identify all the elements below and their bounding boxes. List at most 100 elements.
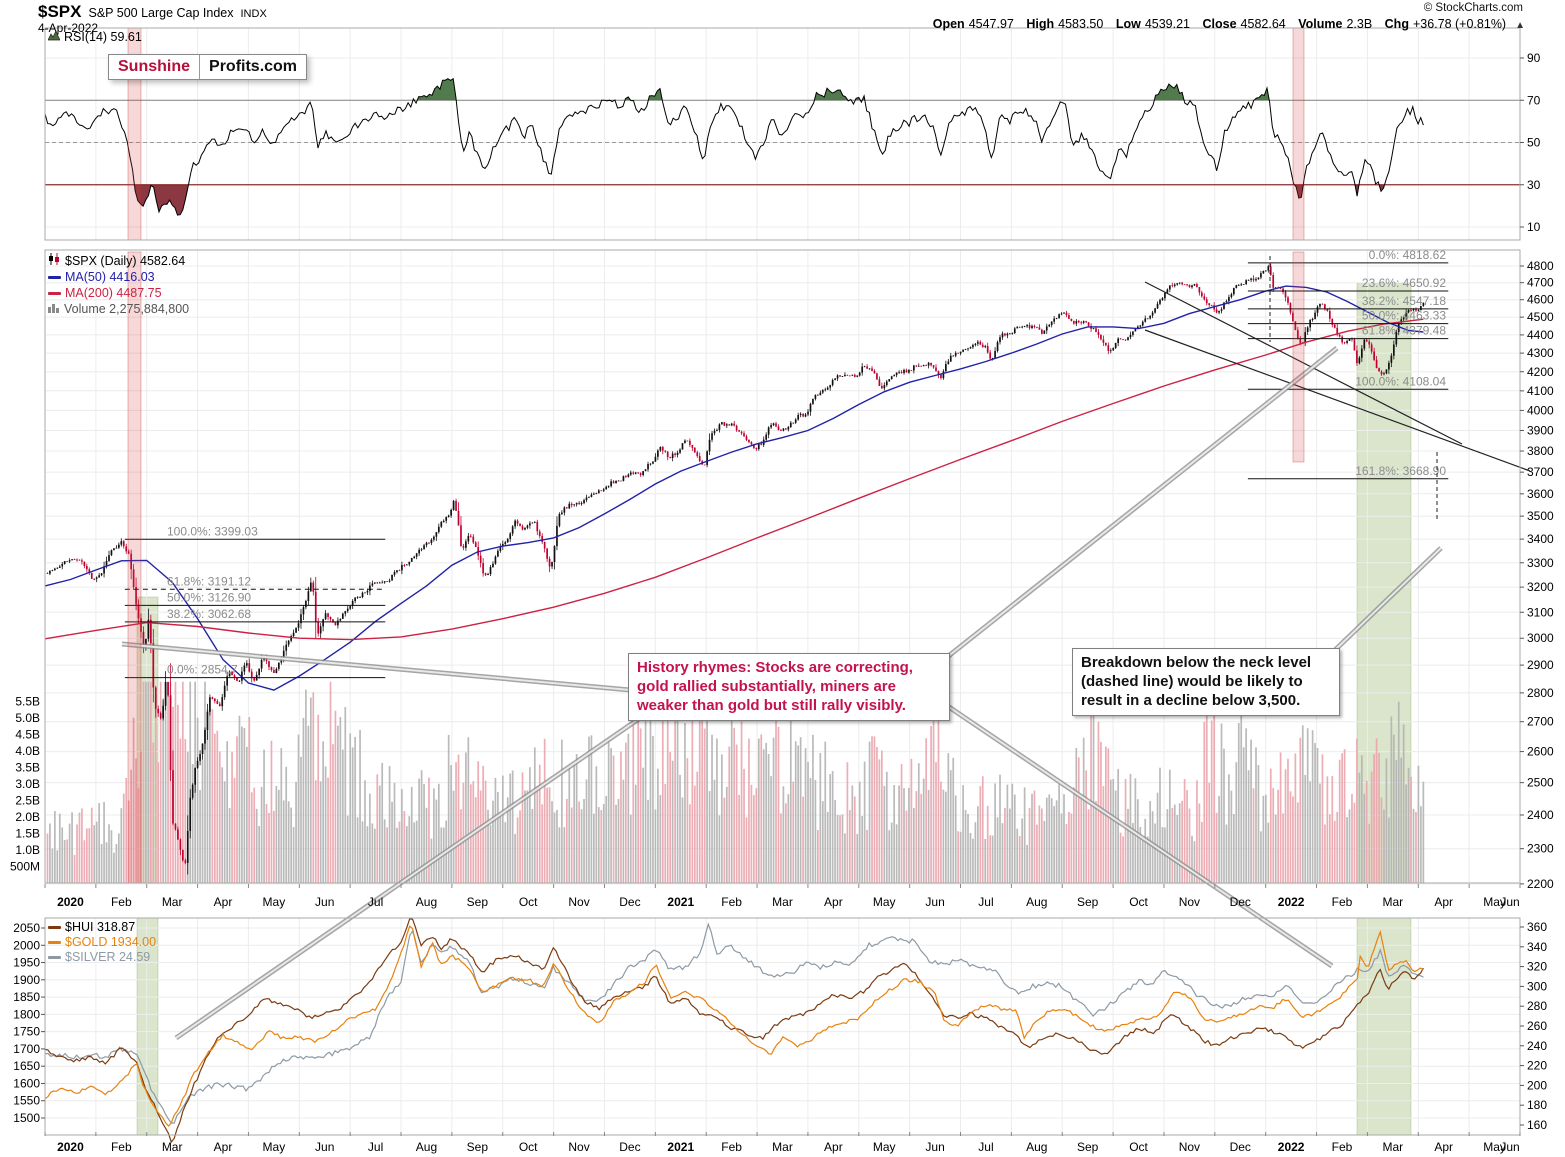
- svg-text:4700: 4700: [1527, 276, 1554, 290]
- svg-text:Jul: Jul: [368, 1140, 383, 1154]
- svg-text:Feb: Feb: [111, 1140, 132, 1154]
- svg-text:4.5B: 4.5B: [15, 728, 40, 742]
- ticker-symbol: $SPX: [38, 2, 82, 21]
- svg-text:10: 10: [1527, 220, 1541, 234]
- quote-line: Open 4547.97 High 4583.50 Low 4539.21 Close…: [933, 17, 1525, 31]
- breakdown-annotation: Breakdown below the neck level (dashed l…: [1072, 648, 1340, 716]
- svg-text:4500: 4500: [1527, 310, 1554, 324]
- svg-text:1550: 1550: [13, 1094, 40, 1108]
- svg-text:0.0%: 4818.62: 0.0%: 4818.62: [1369, 248, 1447, 262]
- svg-text:3600: 3600: [1527, 487, 1554, 501]
- svg-text:Mar: Mar: [772, 895, 793, 909]
- svg-text:3100: 3100: [1527, 605, 1554, 619]
- svg-text:50.0%: 3126.90: 50.0%: 3126.90: [167, 590, 251, 604]
- svg-text:2021: 2021: [667, 1140, 694, 1154]
- svg-text:2600: 2600: [1527, 745, 1554, 759]
- svg-text:Nov: Nov: [1179, 895, 1200, 909]
- svg-text:240: 240: [1527, 1039, 1547, 1053]
- svg-text:Dec: Dec: [1230, 1140, 1251, 1154]
- svg-text:2400: 2400: [1527, 808, 1554, 822]
- high-label: High: [1026, 17, 1055, 31]
- svg-text:2800: 2800: [1527, 686, 1554, 700]
- svg-text:Aug: Aug: [1026, 1140, 1047, 1154]
- svg-text:Feb: Feb: [721, 1140, 742, 1154]
- svg-text:2200: 2200: [1527, 877, 1554, 891]
- svg-text:Jul: Jul: [978, 895, 993, 909]
- svg-text:38.2%: 3062.68: 38.2%: 3062.68: [167, 607, 251, 621]
- ma200-legend: MA(200) 4487.75: [48, 286, 162, 300]
- svg-text:4600: 4600: [1527, 293, 1554, 307]
- svg-text:Jun: Jun: [1500, 1140, 1519, 1154]
- gold-legend: $GOLD 1934.00: [48, 935, 156, 949]
- svg-text:3300: 3300: [1527, 556, 1554, 570]
- svg-text:260: 260: [1527, 1019, 1547, 1033]
- svg-text:May: May: [1483, 895, 1506, 909]
- svg-text:Jun: Jun: [1500, 895, 1519, 909]
- chg-value: +36.78 (+0.81%): [1412, 17, 1507, 31]
- silver-legend-label: $SILVER 24.59: [65, 950, 151, 964]
- svg-text:May: May: [263, 895, 286, 909]
- svg-text:38.2%: 4547.18: 38.2%: 4547.18: [1362, 294, 1446, 308]
- svg-text:2000: 2000: [13, 938, 40, 952]
- svg-text:Feb: Feb: [1332, 1140, 1353, 1154]
- svg-text:23.6%: 4650.92: 23.6%: 4650.92: [1362, 276, 1446, 290]
- sunshine-profits-logo[interactable]: Sunshine Profits.com: [108, 54, 308, 80]
- svg-text:340: 340: [1527, 940, 1547, 954]
- svg-text:1950: 1950: [13, 956, 40, 970]
- svg-text:3900: 3900: [1527, 423, 1554, 437]
- svg-text:100.0%: 3399.03: 100.0%: 3399.03: [167, 524, 258, 538]
- chg-label: Chg: [1384, 17, 1409, 31]
- svg-text:Dec: Dec: [619, 1140, 640, 1154]
- svg-text:1650: 1650: [13, 1059, 40, 1073]
- hui-swatch: [48, 925, 61, 929]
- stockcharts-credit-link[interactable]: © StockCharts.com: [1423, 2, 1523, 14]
- gold-swatch: [48, 940, 61, 944]
- volume-label: Volume: [1298, 17, 1343, 31]
- svg-text:Aug: Aug: [1026, 895, 1047, 909]
- high-value: 4583.50: [1058, 17, 1104, 31]
- svg-text:Sep: Sep: [1077, 1140, 1099, 1154]
- gold-legend-label: $GOLD 1934.00: [65, 935, 157, 949]
- svg-text:2021: 2021: [667, 895, 694, 909]
- svg-text:3400: 3400: [1527, 532, 1554, 546]
- svg-text:50: 50: [1527, 136, 1541, 150]
- svg-text:1800: 1800: [13, 1007, 40, 1021]
- svg-text:3.5B: 3.5B: [15, 761, 40, 775]
- svg-text:Sep: Sep: [1077, 895, 1099, 909]
- svg-text:100.0%: 4108.04: 100.0%: 4108.04: [1355, 374, 1446, 388]
- svg-text:3500: 3500: [1527, 509, 1554, 523]
- close-label: Close: [1202, 17, 1237, 31]
- svg-text:500M: 500M: [10, 860, 40, 874]
- svg-text:Mar: Mar: [772, 1140, 793, 1154]
- spx-legend: $SPX (Daily) 4582.64: [48, 253, 185, 268]
- svg-text:4000: 4000: [1527, 403, 1554, 417]
- spx-legend-label: $SPX (Daily) 4582.64: [65, 253, 186, 268]
- svg-text:200: 200: [1527, 1078, 1547, 1092]
- svg-text:180: 180: [1527, 1098, 1547, 1112]
- svg-text:1500: 1500: [13, 1111, 40, 1125]
- svg-text:3000: 3000: [1527, 631, 1554, 645]
- svg-text:2700: 2700: [1527, 715, 1554, 729]
- svg-text:1750: 1750: [13, 1025, 40, 1039]
- open-label: Open: [932, 17, 965, 31]
- svg-text:Aug: Aug: [416, 1140, 437, 1154]
- rsi-legend-label: RSI(14) 59.61: [64, 30, 142, 44]
- svg-text:1900: 1900: [13, 973, 40, 987]
- ma50-legend-label: MA(50) 4416.03: [65, 270, 155, 284]
- svg-text:2500: 2500: [1527, 776, 1554, 790]
- svg-text:Sep: Sep: [467, 1140, 489, 1154]
- svg-text:Oct: Oct: [519, 895, 538, 909]
- rsi-legend: RSI(14) 59.61: [47, 30, 142, 44]
- svg-text:5.0B: 5.0B: [15, 711, 40, 725]
- ma50-swatch: [48, 275, 61, 279]
- svg-text:4.0B: 4.0B: [15, 744, 40, 758]
- svg-text:90: 90: [1527, 51, 1541, 65]
- svg-text:2300: 2300: [1527, 842, 1554, 856]
- silver-swatch: [48, 955, 61, 959]
- volume-legend: Volume 2,275,884,800: [48, 302, 189, 316]
- svg-text:1.5B: 1.5B: [15, 827, 40, 841]
- svg-text:Nov: Nov: [568, 1140, 589, 1154]
- svg-text:Mar: Mar: [1383, 895, 1404, 909]
